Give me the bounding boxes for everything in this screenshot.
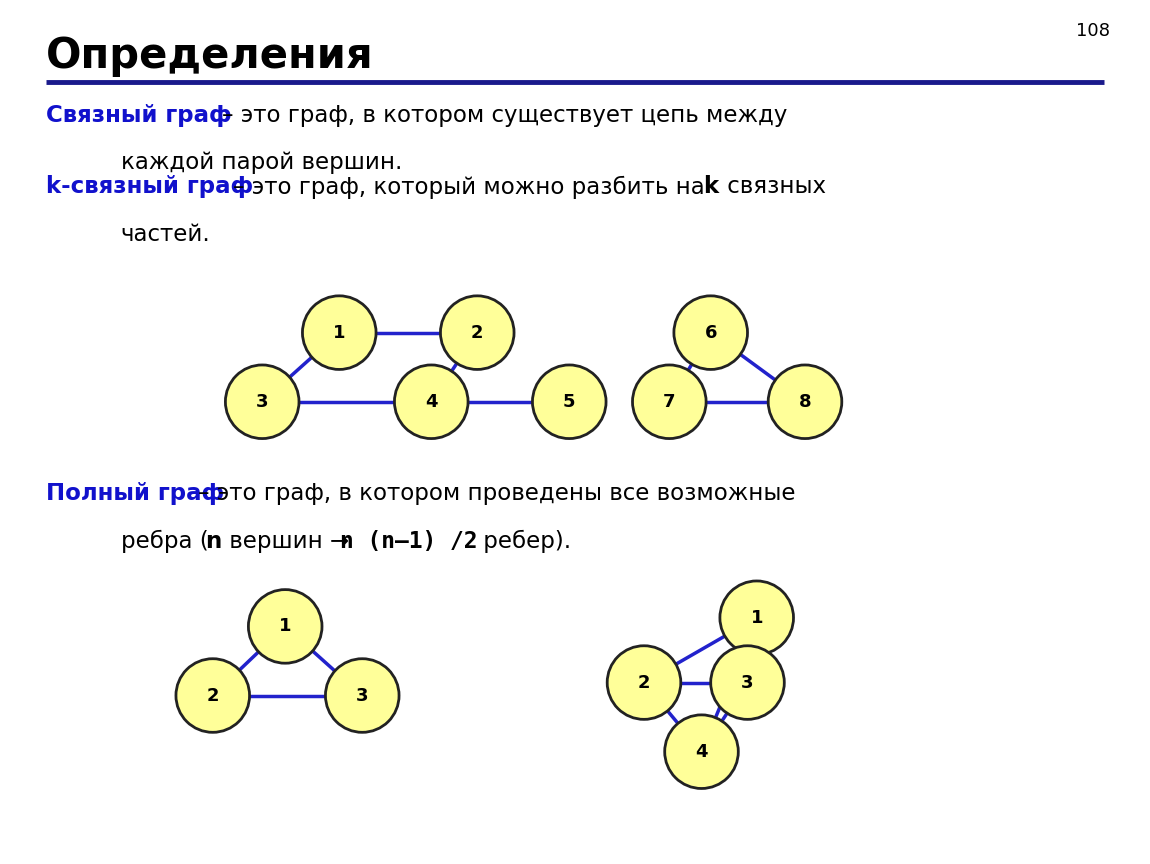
- Ellipse shape: [720, 581, 793, 655]
- Ellipse shape: [248, 589, 322, 664]
- Text: 2: 2: [638, 674, 650, 691]
- Text: каждой парой вершин.: каждой парой вершин.: [121, 151, 402, 175]
- Ellipse shape: [225, 365, 299, 439]
- Ellipse shape: [674, 295, 748, 370]
- Ellipse shape: [325, 658, 399, 733]
- Ellipse shape: [711, 645, 784, 720]
- Text: k: k: [703, 175, 718, 199]
- Text: – это граф, в котором существует цепь между: – это граф, в котором существует цепь ме…: [222, 104, 788, 127]
- Ellipse shape: [440, 295, 514, 370]
- Text: n (n–1) /2: n (n–1) /2: [340, 530, 478, 553]
- Text: 7: 7: [664, 393, 675, 410]
- Text: 2: 2: [207, 687, 218, 704]
- Text: – это граф, который можно разбить на: – это граф, который можно разбить на: [233, 175, 705, 199]
- Text: n: n: [205, 530, 221, 553]
- Text: ребер).: ребер).: [476, 530, 572, 553]
- Text: k-связный граф: k-связный граф: [46, 175, 253, 199]
- Text: Связный граф: Связный граф: [46, 104, 231, 127]
- Ellipse shape: [302, 295, 376, 370]
- Text: частей.: частей.: [121, 223, 210, 246]
- Ellipse shape: [532, 365, 606, 439]
- Text: 1: 1: [334, 324, 345, 341]
- Text: – это граф, в котором проведены все возможные: – это граф, в котором проведены все возм…: [198, 482, 796, 505]
- Text: 1: 1: [279, 618, 291, 635]
- Ellipse shape: [394, 365, 468, 439]
- Ellipse shape: [607, 645, 681, 720]
- Text: 3: 3: [742, 674, 753, 691]
- Ellipse shape: [768, 365, 842, 439]
- Ellipse shape: [665, 715, 738, 789]
- Text: 108: 108: [1075, 22, 1110, 40]
- Text: Полный граф: Полный граф: [46, 482, 224, 505]
- Text: 8: 8: [799, 393, 811, 410]
- Text: 1: 1: [751, 609, 762, 626]
- Text: связных: связных: [720, 175, 826, 199]
- Text: Определения: Определения: [46, 35, 374, 77]
- Ellipse shape: [632, 365, 706, 439]
- Ellipse shape: [176, 658, 250, 733]
- Text: 5: 5: [564, 393, 575, 410]
- Text: ребра (: ребра (: [121, 530, 208, 553]
- Text: 4: 4: [426, 393, 437, 410]
- Text: 4: 4: [696, 743, 707, 760]
- Text: 6: 6: [705, 324, 716, 341]
- Text: 2: 2: [472, 324, 483, 341]
- Text: 3: 3: [256, 393, 268, 410]
- Text: вершин →: вершин →: [222, 530, 356, 553]
- Text: 3: 3: [356, 687, 368, 704]
